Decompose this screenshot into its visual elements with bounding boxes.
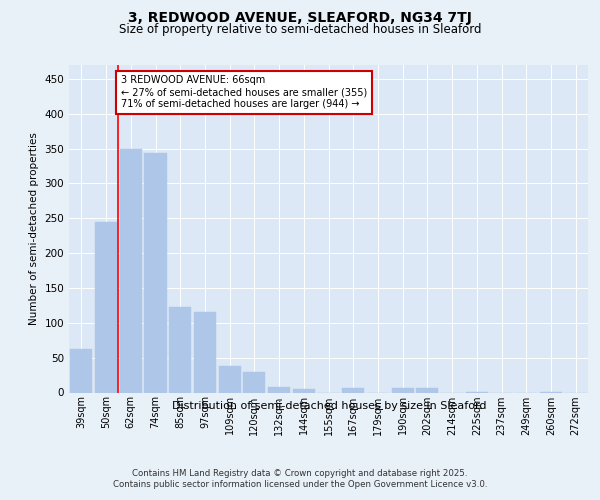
Bar xyxy=(145,153,167,392)
Bar xyxy=(70,350,92,393)
Bar xyxy=(95,222,117,392)
Text: Contains public sector information licensed under the Open Government Licence v3: Contains public sector information licen… xyxy=(113,480,487,489)
Bar xyxy=(169,307,191,392)
Text: Size of property relative to semi-detached houses in Sleaford: Size of property relative to semi-detach… xyxy=(119,22,481,36)
Text: 3, REDWOOD AVENUE, SLEAFORD, NG34 7TJ: 3, REDWOOD AVENUE, SLEAFORD, NG34 7TJ xyxy=(128,11,472,25)
Bar xyxy=(268,387,290,392)
Bar xyxy=(218,366,241,392)
Bar xyxy=(342,388,364,392)
Bar xyxy=(416,388,439,392)
Bar xyxy=(119,148,142,392)
Text: Distribution of semi-detached houses by size in Sleaford: Distribution of semi-detached houses by … xyxy=(172,401,486,411)
Text: Contains HM Land Registry data © Crown copyright and database right 2025.: Contains HM Land Registry data © Crown c… xyxy=(132,469,468,478)
Bar xyxy=(293,389,315,392)
Bar xyxy=(243,372,265,392)
Bar xyxy=(392,388,414,392)
Y-axis label: Number of semi-detached properties: Number of semi-detached properties xyxy=(29,132,39,325)
Bar xyxy=(194,312,216,392)
Text: 3 REDWOOD AVENUE: 66sqm
← 27% of semi-detached houses are smaller (355)
71% of s: 3 REDWOOD AVENUE: 66sqm ← 27% of semi-de… xyxy=(121,76,367,108)
